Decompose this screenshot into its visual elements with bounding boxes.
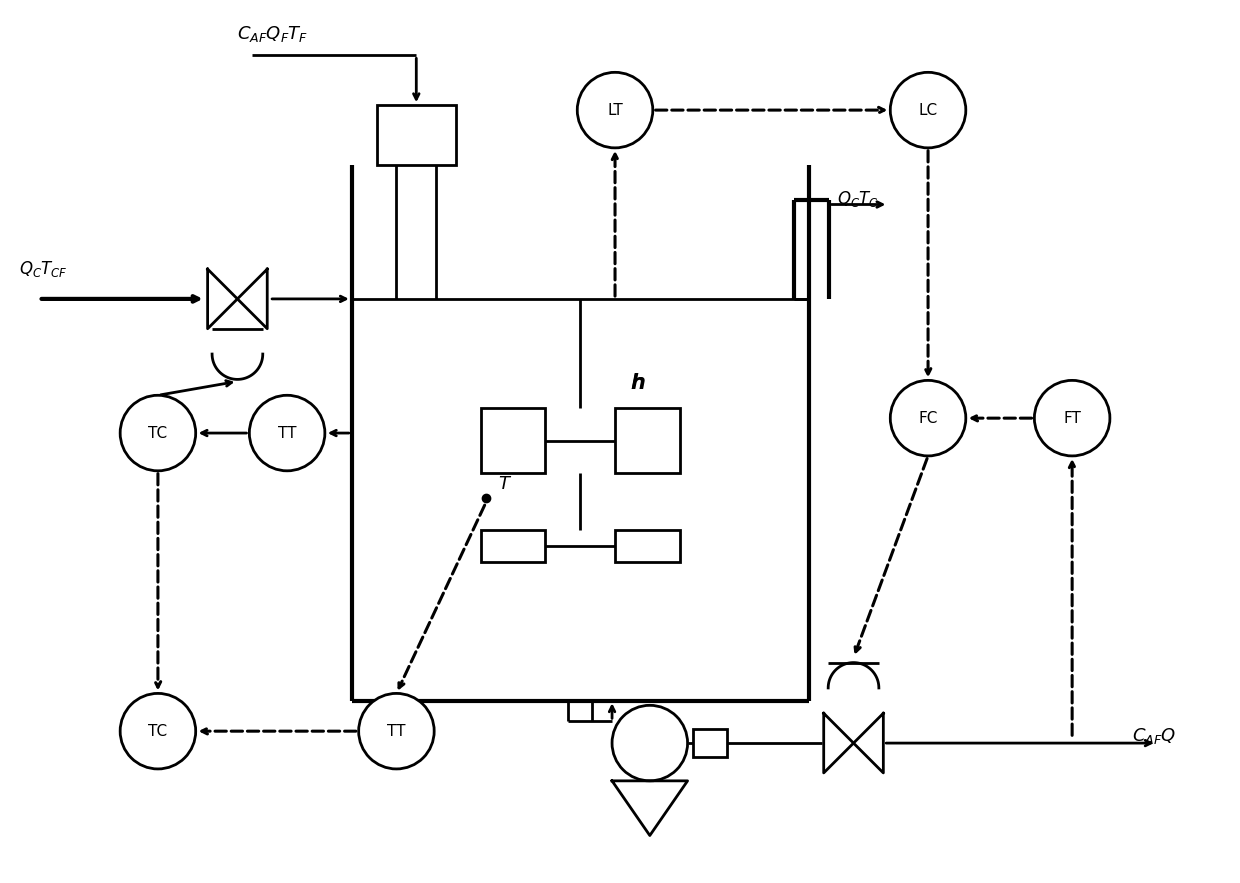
- Text: TC: TC: [149, 724, 167, 739]
- Bar: [481, 530, 546, 562]
- Text: $T$: $T$: [497, 475, 512, 493]
- Text: LT: LT: [608, 102, 622, 117]
- Text: $C_{AF}Q_F T_F$: $C_{AF}Q_F T_F$: [237, 24, 309, 43]
- Text: $h$: $h$: [630, 374, 645, 393]
- Bar: [693, 729, 728, 757]
- Bar: [615, 530, 680, 562]
- Circle shape: [890, 381, 966, 456]
- Circle shape: [890, 72, 966, 147]
- Circle shape: [613, 706, 687, 781]
- Bar: [377, 105, 456, 165]
- Bar: [615, 408, 680, 472]
- Text: FC: FC: [919, 411, 937, 426]
- Bar: [481, 408, 546, 472]
- Text: FT: FT: [1063, 411, 1081, 426]
- Text: $Q_C T_C$: $Q_C T_C$: [837, 190, 879, 209]
- Circle shape: [120, 693, 196, 769]
- Circle shape: [1034, 381, 1110, 456]
- Text: LC: LC: [919, 102, 937, 117]
- Text: TT: TT: [387, 724, 405, 739]
- Text: $Q_C T_{CF}$: $Q_C T_{CF}$: [19, 259, 68, 279]
- Circle shape: [249, 396, 325, 471]
- Text: TT: TT: [278, 426, 296, 441]
- Circle shape: [120, 396, 196, 471]
- Circle shape: [358, 693, 434, 769]
- Circle shape: [578, 72, 652, 147]
- Text: TC: TC: [149, 426, 167, 441]
- Text: $\bfit{h}$: $\bfit{h}$: [630, 374, 646, 393]
- Text: $C_{AF}Q$: $C_{AF}Q$: [1132, 726, 1177, 746]
